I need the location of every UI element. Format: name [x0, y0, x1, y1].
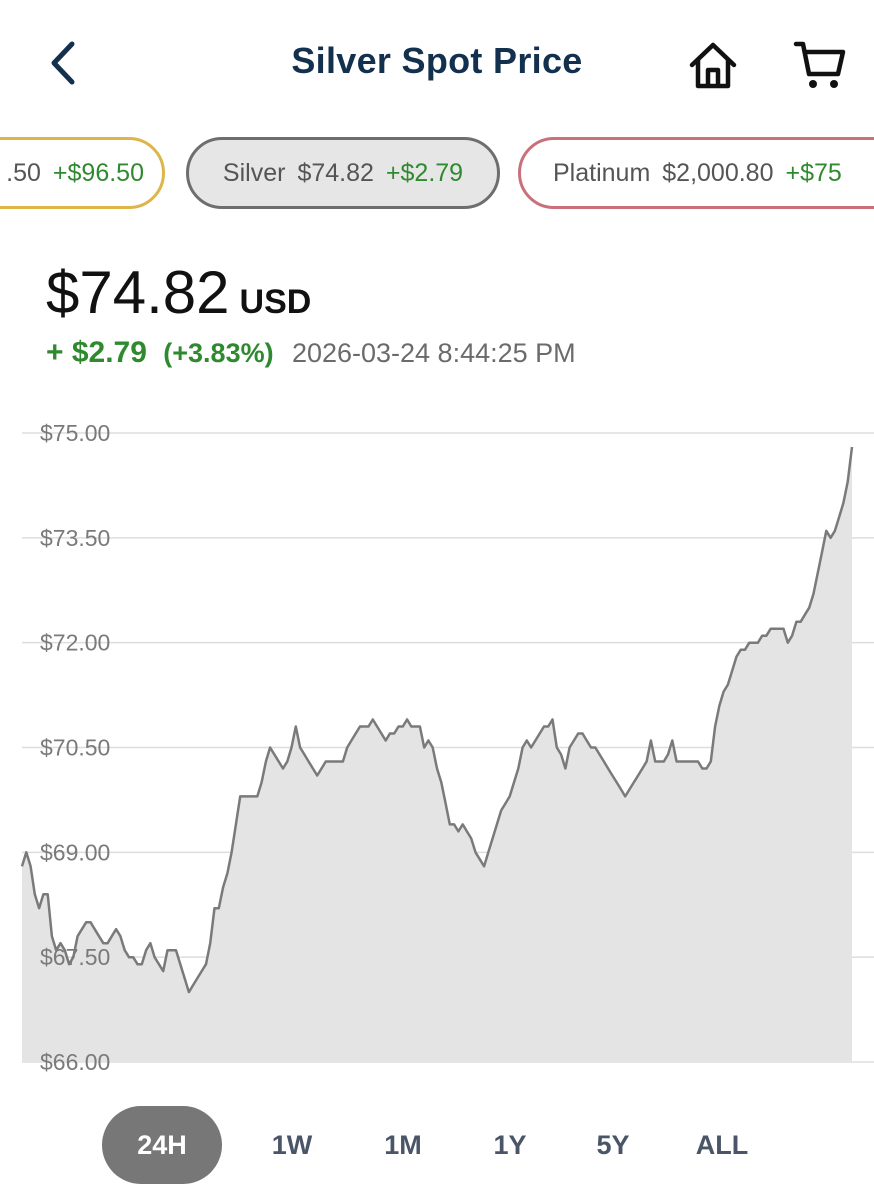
currency-label: USD	[239, 283, 312, 321]
change-display: + $2.79 (+3.83%) 2026-03-24 8:44:25 PM	[46, 336, 576, 370]
metal-chip-silver[interactable]: Silver $74.82 +$2.79	[186, 137, 500, 209]
chip-change: +$2.79	[385, 158, 464, 187]
back-button[interactable]	[40, 38, 90, 88]
price-area	[22, 447, 852, 1062]
y-tick-label: $73.50	[40, 525, 110, 551]
home-button[interactable]	[686, 38, 740, 92]
range-selector: 24H 1W 1M 1Y 5Y ALL	[0, 1106, 874, 1186]
metal-chip-bar: .50 +$96.50 Silver $74.82 +$2.79 Platinu…	[0, 137, 874, 217]
page-title: Silver Spot Price	[291, 40, 583, 81]
chip-change: +$96.50	[52, 158, 144, 187]
chevron-left-icon	[51, 41, 75, 85]
y-tick-label: $70.50	[40, 735, 110, 761]
price-change: + $2.79	[46, 336, 147, 369]
chip-change: +$75	[785, 158, 842, 187]
chip-name: Silver	[222, 158, 286, 187]
range-1m-button[interactable]: 1M	[384, 1129, 422, 1160]
chip-price: $74.82	[297, 158, 374, 187]
price-display: $74.82 USD	[46, 258, 311, 327]
current-price: $74.82	[46, 259, 230, 326]
y-tick-label: $75.00	[40, 420, 110, 446]
y-tick-label: $67.50	[40, 944, 110, 970]
quote-timestamp: 2026-03-24 8:44:25 PM	[291, 338, 576, 368]
range-24h-button[interactable]: 24H	[102, 1106, 222, 1184]
cart-button[interactable]	[792, 38, 848, 92]
range-all-button[interactable]: ALL	[695, 1129, 749, 1160]
price-change-percent: (+3.83%)	[163, 338, 274, 368]
price-chart[interactable]: $75.00 $73.50 $72.00 $70.50 $69.00 $67.50 $66.…	[0, 400, 874, 1090]
top-bar: Silver Spot Price	[0, 0, 874, 125]
chip-name: Platinum	[553, 158, 651, 187]
home-icon	[689, 42, 737, 89]
y-tick-label: $66.00	[40, 1049, 110, 1075]
y-tick-label: $72.00	[40, 630, 110, 656]
range-5y-button[interactable]: 5Y	[596, 1129, 630, 1160]
range-1y-button[interactable]: 1Y	[493, 1129, 527, 1160]
range-1w-button[interactable]: 1W	[271, 1129, 313, 1160]
cart-icon	[793, 41, 846, 88]
chip-price: .50	[6, 158, 41, 187]
y-tick-label: $69.00	[40, 839, 110, 865]
metal-chip-gold[interactable]: .50 +$96.50	[0, 137, 165, 209]
chip-price: $2,000.80	[662, 158, 774, 187]
metal-chip-platinum[interactable]: Platinum $2,000.80 +$75	[518, 137, 874, 209]
price-line	[20, 446, 854, 994]
